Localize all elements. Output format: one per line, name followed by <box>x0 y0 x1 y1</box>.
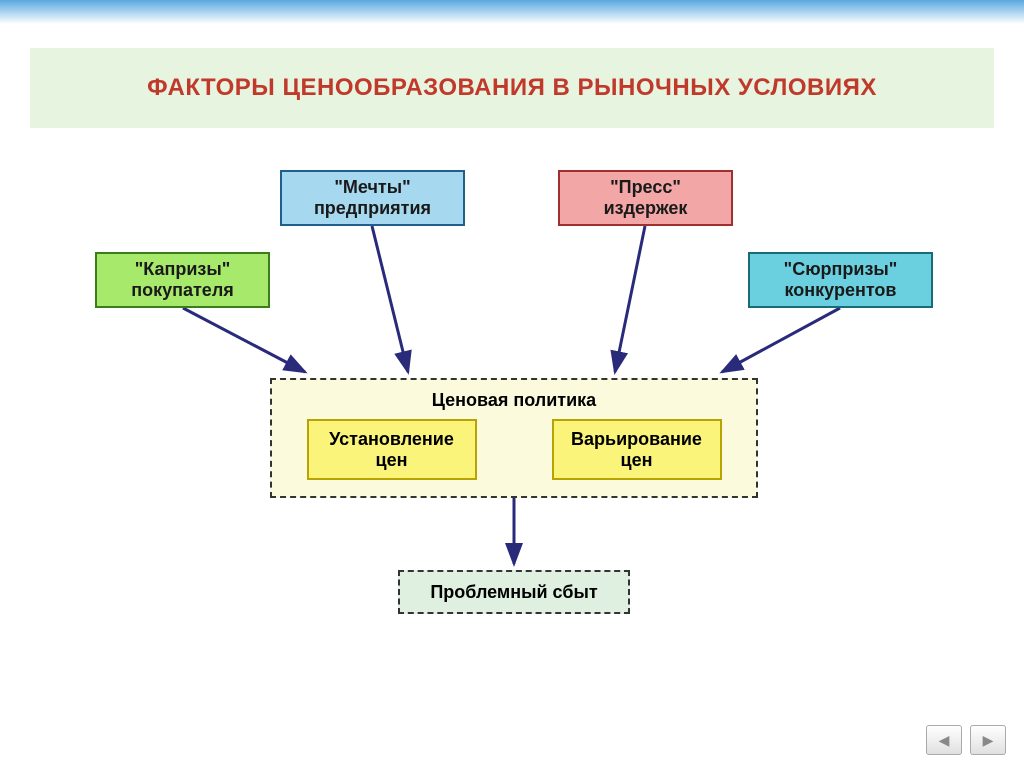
factor-surprises: "Сюрпризы" конкурентов <box>748 252 933 308</box>
diagram-canvas: "Капризы" покупателя "Мечты" предприятия… <box>0 140 1024 717</box>
factor-buyers: "Капризы" покупателя <box>95 252 270 308</box>
page-title: ФАКТОРЫ ЦЕНООБРАЗОВАНИЯ В РЫНОЧНЫХ УСЛОВ… <box>30 48 994 128</box>
pricing-policy-container: Ценовая политика Установление цен Варьир… <box>270 378 758 498</box>
nav-arrows: ◀ ▶ <box>926 725 1006 755</box>
factor-press: "Пресс" издержек <box>558 170 733 226</box>
price-variation-box: Варьирование цен <box>552 419 722 480</box>
next-button[interactable]: ▶ <box>970 725 1006 755</box>
pricing-policy-row: Установление цен Варьирование цен <box>307 419 722 480</box>
prev-button[interactable]: ◀ <box>926 725 962 755</box>
problem-sales-box: Проблемный сбыт <box>398 570 630 614</box>
factor-dreams: "Мечты" предприятия <box>280 170 465 226</box>
top-gradient-bar <box>0 0 1024 40</box>
price-setting-box: Установление цен <box>307 419 477 480</box>
pricing-policy-title: Ценовая политика <box>432 390 596 411</box>
